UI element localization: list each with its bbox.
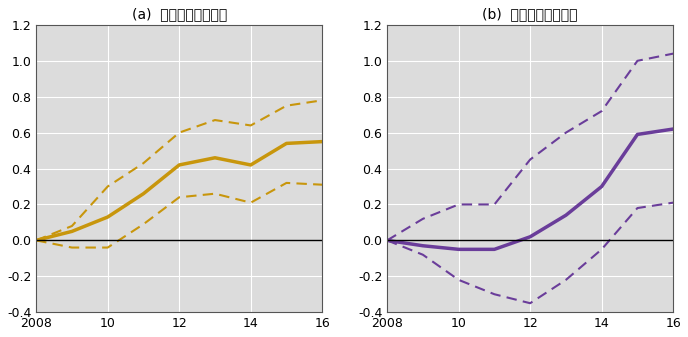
Title: (b)  無形固定資産投資: (b) 無形固定資産投資 (482, 7, 578, 21)
Title: (a)  有形固定資産投資: (a) 有形固定資産投資 (131, 7, 227, 21)
